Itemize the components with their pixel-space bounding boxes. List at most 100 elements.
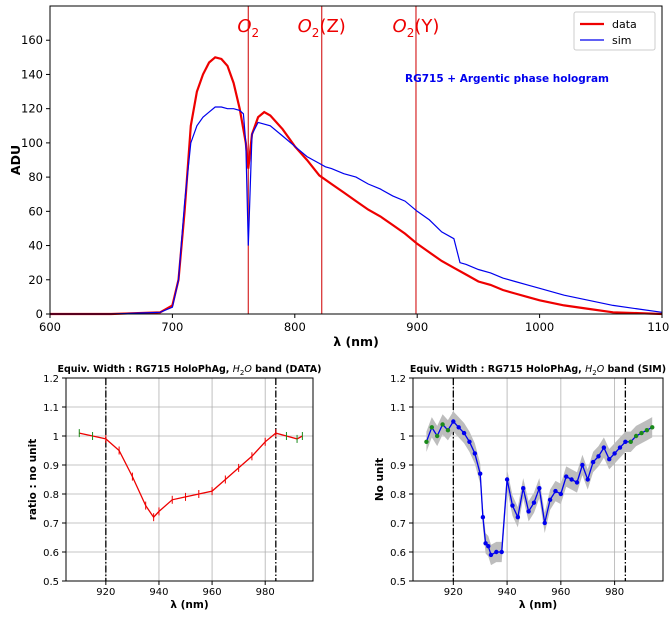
chart-title-sub: 2	[592, 369, 596, 377]
data-point	[542, 520, 547, 526]
data-point	[429, 425, 435, 430]
x-tick-label: 980	[256, 587, 275, 598]
data-point	[537, 486, 542, 491]
vline-label-main: O	[298, 16, 312, 37]
y-tick-label: 140	[21, 67, 43, 81]
vline-label-main: O	[393, 16, 407, 37]
y-tick-label: 0.6	[43, 548, 59, 559]
data-point	[623, 439, 628, 444]
annotation: RG715 + Argentic phase hologram	[405, 73, 609, 85]
y-tick-label: 0.5	[390, 577, 406, 588]
y-tick-label: 0.6	[390, 548, 406, 559]
x-tick-label: 900	[406, 320, 428, 334]
x-tick-label: 700	[161, 320, 183, 334]
data-point	[445, 428, 451, 433]
chart-title-main: Equiv. Width : RG715 HoloPhAg,	[410, 364, 585, 375]
x-tick-label: 960	[203, 587, 222, 598]
chart-title-o: O	[597, 364, 605, 375]
series-line-2	[50, 106, 663, 315]
data-point	[628, 439, 633, 444]
data-point	[580, 462, 585, 468]
chart-title-sub: 2	[240, 369, 244, 377]
vline-label-sub: 2	[407, 26, 415, 40]
series-line-1	[79, 432, 303, 519]
x-tick-label: 980	[605, 587, 624, 598]
y-tick-label: 160	[21, 33, 43, 47]
data-point	[547, 497, 553, 502]
x-tick-label: 800	[284, 320, 306, 334]
data-point	[480, 515, 486, 520]
data-point	[553, 488, 558, 494]
x-tick-label: 920	[96, 587, 115, 598]
y-tick-label: 60	[28, 204, 43, 218]
chart-title-h: H	[233, 364, 240, 375]
data-point	[478, 471, 483, 476]
vline-label-1: O2	[237, 16, 259, 40]
x-tick-label: 920	[444, 587, 463, 598]
y-tick-label: 1.2	[390, 374, 406, 385]
data-point	[483, 541, 488, 546]
y-tick-label: 100	[21, 136, 43, 150]
vline-label-suffix: (Z)	[319, 16, 345, 37]
chart-2: 920 940 960 980 0.5 0.6 0.7 0.8 0.9 1 1.1 1.2 λ (nm)…	[27, 364, 321, 611]
data-point	[590, 459, 596, 465]
x-tick-label: 940	[498, 587, 517, 598]
series-line-1	[50, 56, 663, 316]
data-point	[526, 509, 531, 514]
data-point	[639, 430, 644, 436]
data-point	[612, 451, 617, 456]
legend-label-sim: sim	[612, 34, 632, 47]
y-tick-label: 1	[53, 432, 59, 443]
data-point	[440, 422, 445, 427]
x-axis-label: λ (nm)	[170, 599, 208, 611]
data-point	[633, 433, 639, 439]
chart-title-main: Equiv. Width : RG715 HoloPhAg,	[58, 364, 233, 375]
y-tick-label: 40	[28, 239, 43, 253]
vline-label-3: O2(Y)	[393, 16, 440, 40]
y-tick-label: 1.2	[43, 374, 59, 385]
y-tick-label: 0.5	[43, 577, 59, 588]
y-tick-label: 0.8	[43, 490, 59, 501]
data-point	[564, 474, 569, 479]
data-point	[607, 457, 612, 462]
y-tick-label: 1.1	[43, 403, 59, 414]
plot-frame	[65, 377, 314, 582]
vline-label-2: O2(Z)	[298, 16, 346, 40]
y-axis-label: ratio : no unit	[27, 439, 39, 521]
data-point	[585, 477, 590, 482]
chart-title: Equiv. Width : RG715 HoloPhAg, H2O band …	[410, 364, 666, 377]
vline-label-sub: 2	[312, 26, 320, 40]
data-point	[424, 439, 429, 444]
y-axis-label: ADU	[8, 145, 23, 175]
data-point	[510, 503, 515, 508]
y-tick-label: 80	[28, 170, 43, 184]
y-tick-label: 0.9	[43, 461, 59, 472]
vline-label-suffix: (Y)	[414, 16, 439, 37]
chart-title-suffix: band (DATA)	[252, 364, 322, 375]
data-point	[486, 544, 491, 549]
data-point	[650, 425, 655, 430]
chart-1: O2O2(Z)O2(Y)6007008009001000110002040608…	[8, 5, 669, 349]
data-point	[434, 433, 440, 439]
y-tick-label: 0.8	[390, 490, 406, 501]
data-point	[472, 451, 478, 456]
y-tick-label: 1	[400, 432, 406, 443]
data-point	[504, 477, 510, 482]
chart-title-h: H	[585, 364, 592, 375]
vline-label-sub: 2	[252, 26, 260, 40]
plot-frame	[49, 5, 663, 315]
y-tick-label: 20	[28, 273, 43, 287]
data-point	[488, 552, 494, 558]
data-point	[574, 480, 580, 485]
x-tick-label: 940	[149, 587, 168, 598]
x-axis-label: λ (nm)	[333, 334, 379, 349]
data-point	[596, 454, 601, 459]
data-point	[617, 445, 623, 450]
plot-frame	[412, 377, 664, 582]
data-point	[644, 428, 650, 433]
chart-title-o: O	[244, 364, 252, 375]
x-axis-label: λ (nm)	[519, 599, 557, 611]
y-tick-label: 120	[21, 102, 43, 116]
